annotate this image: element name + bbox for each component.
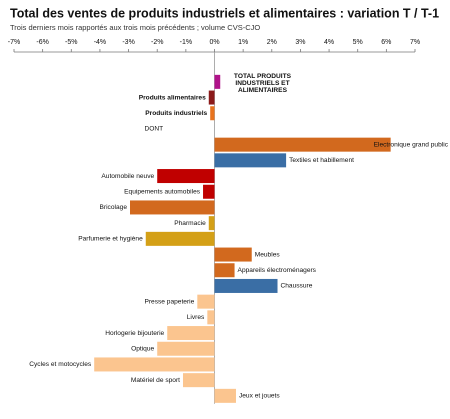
category-label: Pharmacie — [174, 220, 206, 227]
category-label: Equipements automobiles — [124, 189, 201, 196]
category-label: Appareils électroménagers — [238, 267, 317, 274]
x-tick-label: 0% — [209, 39, 219, 46]
x-tick-label: 1% — [238, 39, 248, 46]
category-label: Produits industriels — [145, 110, 207, 117]
category-label: Horlogerie bijouterie — [105, 330, 164, 337]
bar — [157, 169, 215, 184]
bar — [145, 231, 215, 246]
category-label: Jeux et jouets — [239, 393, 280, 400]
x-tick-label: -7% — [8, 39, 20, 46]
x-tick-label: 5% — [353, 39, 363, 46]
x-tick-label: 2% — [267, 39, 277, 46]
bar — [203, 184, 215, 199]
chart-subtitle: Trois derniers mois rapportés aux trois … — [10, 23, 260, 32]
bar — [167, 326, 215, 341]
bar — [214, 74, 221, 89]
x-tick-label: -2% — [151, 39, 163, 46]
category-label: Meubles — [255, 251, 281, 258]
x-tick-label: -3% — [122, 39, 134, 46]
category-label: Matériel de sport — [131, 377, 180, 384]
bar — [130, 200, 215, 215]
bar — [208, 90, 215, 105]
bar — [208, 216, 215, 231]
x-tick-label: -4% — [94, 39, 106, 46]
bar — [214, 278, 278, 293]
bar — [214, 137, 391, 152]
x-tick-label: -1% — [180, 39, 192, 46]
category-label: TOTAL PRODUITS INDUSTRIELS ET ALIMENTAIRES — [234, 73, 292, 94]
category-label: Electronique grand public — [374, 141, 449, 148]
category-label: DONT — [145, 126, 164, 133]
bar — [214, 153, 287, 168]
category-label: Bricolage — [100, 204, 128, 211]
chart-title: Total des ventes de produits industriels… — [10, 6, 439, 20]
bar — [214, 247, 252, 262]
category-label: Produits alimentaires — [139, 94, 206, 101]
bar — [214, 263, 235, 278]
x-tick-label: 4% — [324, 39, 334, 46]
category-label: Automobile neuve — [101, 173, 154, 180]
category-label: Chaussure — [281, 283, 313, 290]
category-label: Textiles et habillement — [289, 157, 354, 164]
bar — [214, 388, 236, 403]
x-tick-label: -5% — [65, 39, 77, 46]
x-tick-label: 7% — [410, 39, 420, 46]
x-tick-label: 3% — [295, 39, 305, 46]
category-label: Livres — [187, 314, 205, 321]
x-tick-label: -6% — [36, 39, 48, 46]
bar — [94, 357, 215, 372]
bar — [197, 294, 215, 309]
category-label: Cycles et motocycles — [29, 361, 92, 368]
category-label: Presse papeterie — [144, 298, 194, 305]
category-label: Parfumerie et hygiène — [78, 236, 143, 243]
bar — [157, 341, 215, 356]
bar — [182, 373, 215, 388]
x-tick-label: 6% — [381, 39, 391, 46]
bar — [207, 310, 215, 325]
category-label: Optique — [131, 346, 154, 353]
bar — [210, 106, 215, 121]
